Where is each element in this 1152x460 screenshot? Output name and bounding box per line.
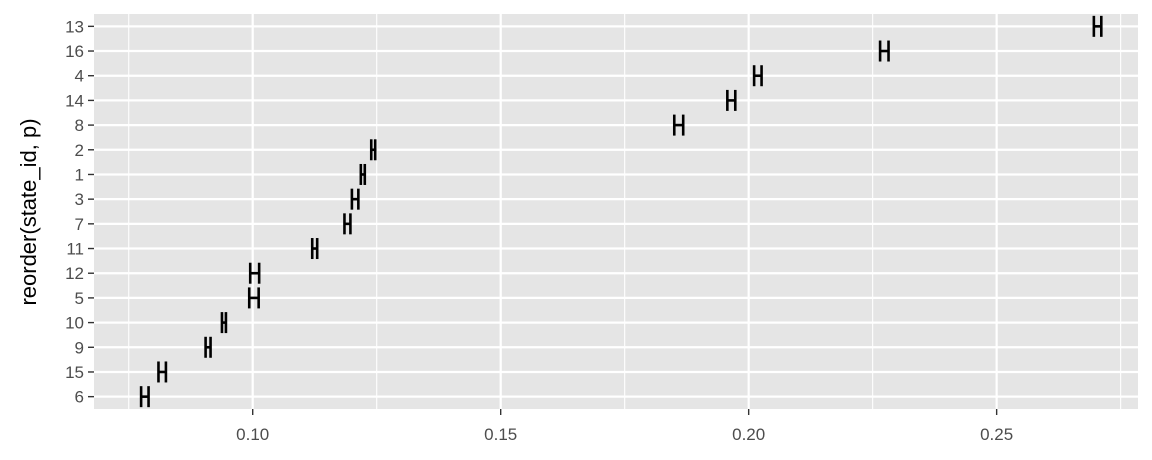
errorbar-8 — [672, 114, 685, 136]
errorbar-11 — [310, 238, 319, 260]
errorbar-10 — [220, 312, 228, 334]
errorbar-6 — [139, 386, 150, 408]
x-tick-label: 0.20 — [732, 425, 765, 444]
y-tick-label: 10 — [65, 314, 84, 333]
errorbar-14 — [726, 89, 737, 111]
y-tick-label: 15 — [65, 363, 84, 382]
y-tick-label: 9 — [75, 338, 84, 357]
x-tick-label: 0.10 — [236, 425, 269, 444]
error-bars — [139, 15, 1103, 408]
y-tick-label: 8 — [75, 116, 84, 135]
y-tick-label: 16 — [65, 42, 84, 61]
y-tick-label: 2 — [75, 141, 84, 160]
y-tick-label: 14 — [65, 91, 84, 110]
y-axis-title: reorder(state_id, p) — [16, 118, 41, 305]
errorbar-7 — [343, 213, 352, 235]
errorbar-12 — [248, 262, 261, 284]
y-tick-label: 11 — [66, 240, 84, 259]
x-tick-label: 0.25 — [980, 425, 1013, 444]
y-tick-label: 4 — [75, 67, 84, 86]
errorbar-4 — [752, 65, 763, 87]
errorbar-9 — [204, 336, 212, 358]
errorbar-2 — [369, 139, 377, 161]
y-tick-label: 3 — [75, 190, 84, 209]
errorbar-13 — [1092, 15, 1103, 37]
y-tick-label: 1 — [75, 165, 84, 184]
grid — [94, 14, 1138, 409]
y-tick-label: 5 — [75, 289, 84, 308]
errorbar-15 — [157, 361, 168, 383]
errorbar-16 — [878, 40, 890, 62]
errorbar-1 — [359, 163, 367, 185]
errorbar-3 — [350, 188, 360, 210]
y-tick-label: 7 — [75, 215, 84, 234]
x-tick-label: 0.15 — [484, 425, 517, 444]
y-tick-label: 6 — [75, 388, 84, 407]
errorbar-5 — [247, 287, 260, 309]
x-axis: 0.10 0.15 0.20 0.25 — [236, 409, 1013, 444]
y-tick-label: 13 — [65, 17, 84, 36]
y-tick-label: 12 — [65, 264, 84, 283]
plot-panel — [94, 14, 1138, 409]
